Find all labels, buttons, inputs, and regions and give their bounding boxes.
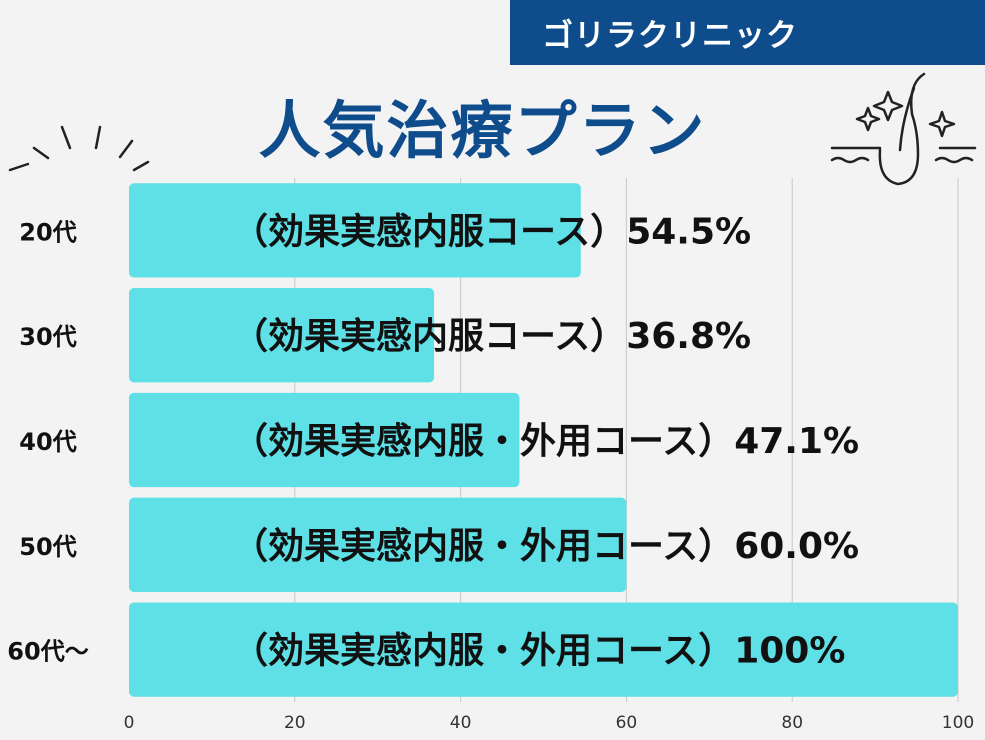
data-label-2: （効果実感内服・外用コース）47.1%: [232, 421, 859, 462]
category-label-0: 20代: [19, 218, 76, 246]
x-tick-label-0: 0: [124, 713, 135, 733]
bar-1: [129, 288, 435, 383]
chart-title: 人気治療プラン: [258, 94, 707, 167]
data-label-0: （効果実感内服コース）54.5%: [232, 211, 751, 252]
x-tick-label-60: 60: [616, 713, 638, 733]
bar-0: [129, 183, 581, 278]
bars: [129, 183, 958, 697]
brand-name: ゴリラクリニック: [542, 18, 798, 54]
category-labels: 20代 30代 40代 50代 60代〜: [7, 218, 88, 665]
category-label-1: 30代: [19, 323, 76, 351]
category-label-2: 40代: [19, 428, 76, 456]
bar-4: [129, 602, 958, 697]
data-labels: （効果実感内服コース）54.5% （効果実感内服コース）36.8% （効果実感内服・…: [232, 211, 859, 671]
x-tick-label-20: 20: [284, 713, 306, 733]
data-label-3: （効果実感内服・外用コース）60.0%: [232, 526, 859, 567]
bar-2: [129, 392, 520, 488]
brand-banner: ゴリラクリニック: [510, 0, 985, 65]
category-label-4: 60代〜: [7, 638, 88, 666]
hair-follicle-icon: [830, 72, 977, 186]
x-tick-label-80: 80: [781, 713, 803, 733]
x-tick-label-40: 40: [450, 713, 472, 733]
data-label-1: （効果実感内服コース）36.8%: [232, 316, 751, 357]
bar-3: [129, 497, 627, 592]
x-tick-label-100: 100: [942, 713, 974, 733]
category-label-3: 50代: [19, 533, 76, 561]
data-label-4: （効果実感内服・外用コース）100%: [232, 631, 845, 672]
x-axis-ticks: 0 20 40 60 80 100: [124, 713, 975, 733]
sparkle-lines-icon: [8, 125, 150, 172]
